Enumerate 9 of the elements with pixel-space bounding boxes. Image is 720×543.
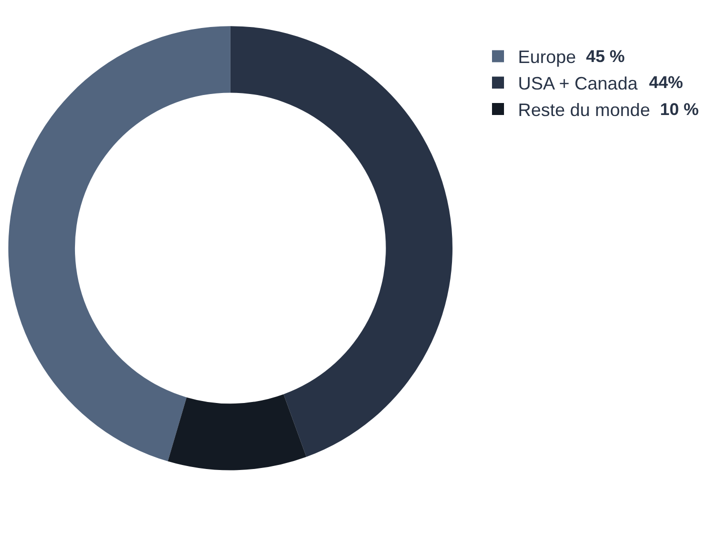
legend-label: USA + Canada (518, 74, 639, 94)
donut-slice (168, 394, 306, 470)
donut-slice (8, 26, 230, 462)
legend-label: Reste du monde (518, 100, 650, 120)
data-label: 45 % (586, 47, 625, 66)
legend-label: Europe (518, 47, 576, 68)
data-label: 10 % (660, 100, 699, 119)
data-label: 44% (649, 73, 684, 92)
donut-slice (230, 26, 452, 457)
